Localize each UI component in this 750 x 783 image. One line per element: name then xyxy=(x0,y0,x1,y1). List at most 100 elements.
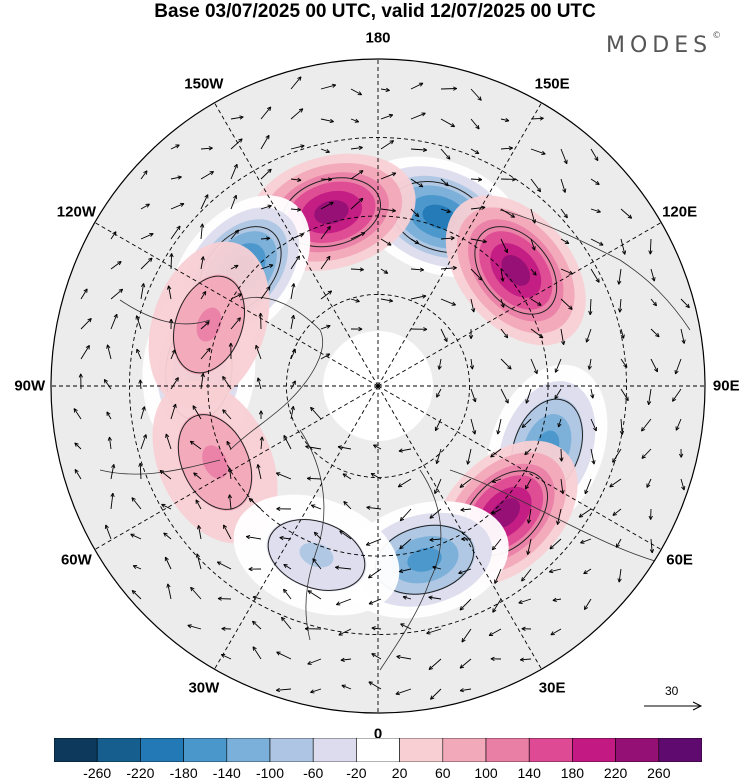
wind-vector xyxy=(373,444,382,450)
colorbar-swatch xyxy=(528,738,573,762)
wind-vector xyxy=(466,448,472,465)
wind-vector xyxy=(170,202,185,210)
wind-vector xyxy=(230,229,240,240)
wind-vector xyxy=(337,445,352,450)
positive-anomaly xyxy=(148,241,270,408)
wind-vector xyxy=(552,597,562,602)
wind-vector xyxy=(399,508,412,522)
wind-vector xyxy=(200,171,214,180)
wind-vector xyxy=(230,163,238,180)
wind-vector xyxy=(500,328,509,339)
wind-vector xyxy=(525,478,532,490)
wind-vector xyxy=(320,148,330,154)
wind-vector xyxy=(590,178,600,185)
wind-vector xyxy=(368,598,382,605)
wind-vector xyxy=(400,623,412,630)
wind-vector xyxy=(678,448,684,458)
wind-vector xyxy=(189,440,202,450)
wind-vector xyxy=(650,358,658,373)
wind-vector xyxy=(170,144,180,150)
wind-vector xyxy=(648,238,653,255)
positive-anomaly xyxy=(247,153,416,271)
wind-vector xyxy=(590,268,600,283)
anomaly-contour xyxy=(407,547,442,572)
wind-vector xyxy=(436,388,442,398)
wind-vector xyxy=(256,464,262,480)
wind-vector xyxy=(307,590,322,600)
polar-map xyxy=(50,58,706,714)
wind-vector xyxy=(290,207,302,212)
wind-vector xyxy=(138,379,143,390)
wind-vector xyxy=(140,406,146,420)
anomaly-layer xyxy=(142,153,608,619)
wind-vector xyxy=(410,178,424,188)
coastline xyxy=(449,469,691,571)
wind-vector xyxy=(170,225,181,240)
wind-vector xyxy=(560,478,565,495)
colorbar-swatch xyxy=(442,738,487,762)
wind-vector xyxy=(290,255,300,270)
wind-vector xyxy=(500,268,505,282)
longitude-label: 60W xyxy=(60,551,92,569)
wind-vector xyxy=(500,208,516,218)
longitude-label: 90E xyxy=(712,377,740,395)
wind-vector xyxy=(500,177,516,182)
colorbar-tick-label: -20 xyxy=(346,765,367,781)
wind-vector xyxy=(672,388,682,402)
wind-vector xyxy=(560,238,570,245)
colorbar-tick-label: 260 xyxy=(647,765,671,781)
wind-vector xyxy=(437,358,442,370)
reference-vector-arrow xyxy=(644,701,703,711)
wind-vector xyxy=(195,499,202,510)
coastline xyxy=(99,459,221,475)
wind-vector xyxy=(641,418,652,432)
colorbar-swatch xyxy=(54,738,98,762)
wind-vectors xyxy=(73,76,690,700)
wind-vector xyxy=(230,194,238,210)
wind-vector xyxy=(252,646,262,660)
wind-vector xyxy=(305,444,322,450)
wind-vector xyxy=(530,238,536,251)
wind-vector xyxy=(313,531,322,540)
wind-vector xyxy=(526,538,532,555)
wind-vector xyxy=(320,83,337,90)
wind-vector xyxy=(588,298,593,316)
wind-vector xyxy=(530,208,537,224)
wind-vector xyxy=(220,653,232,660)
wind-vector xyxy=(440,328,448,343)
chart-title: Base 03/07/2025 00 UTC, valid 12/07/2025… xyxy=(154,1,596,22)
wind-vector xyxy=(648,508,653,520)
wind-vector xyxy=(440,118,456,128)
meridian-line xyxy=(377,102,542,387)
wind-vector xyxy=(110,492,115,510)
wind-vector xyxy=(470,177,483,182)
wind-vector xyxy=(350,145,363,151)
wind-vector xyxy=(223,524,232,540)
wind-vector xyxy=(169,253,174,270)
wind-vector xyxy=(290,144,305,150)
wind-vector xyxy=(130,533,142,540)
wind-vector xyxy=(140,232,154,240)
wind-vector xyxy=(103,379,112,390)
reference-vector-label: 30 xyxy=(665,684,679,698)
meridian-line xyxy=(214,385,379,670)
wind-vector xyxy=(195,553,202,570)
wind-vector xyxy=(187,624,202,630)
wind-vector xyxy=(199,223,205,240)
colorbar-swatch xyxy=(356,738,400,762)
wind-vector xyxy=(619,418,625,435)
wind-vector xyxy=(80,318,92,330)
wind-vector xyxy=(283,588,292,600)
colorbar-tick-label: -220 xyxy=(126,765,155,781)
wind-vector xyxy=(260,134,270,150)
wind-vector xyxy=(371,653,382,660)
wind-vector xyxy=(106,344,112,360)
contour-line xyxy=(177,414,253,510)
colorbar-tick-label: -100 xyxy=(255,765,285,781)
wind-vector xyxy=(368,568,382,579)
colorbar-swatch xyxy=(572,738,616,762)
wind-vector xyxy=(560,298,573,310)
wind-vector xyxy=(380,140,395,150)
wind-vector xyxy=(650,298,657,307)
wind-vector xyxy=(78,373,83,390)
